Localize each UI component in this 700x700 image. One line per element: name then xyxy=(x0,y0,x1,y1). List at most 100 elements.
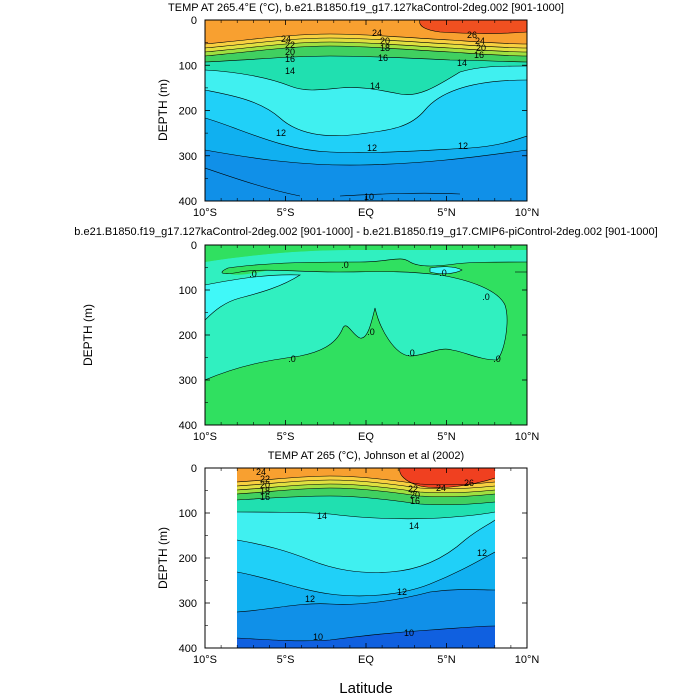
contour-label: 22 xyxy=(285,40,295,50)
contour-label: 22 xyxy=(260,474,270,484)
panel-2-contour-labels: .0 .0 .0 .0 .0 .0 .0 .0 xyxy=(249,260,501,364)
y-tick-label: 100 xyxy=(179,508,197,520)
x-tick-label: 5°S xyxy=(277,654,295,666)
band-22-24 xyxy=(205,34,527,48)
x-tick-label: 5°N xyxy=(437,654,456,666)
x-tick-label: 10°N xyxy=(515,431,540,443)
x-tick-label: 10°N xyxy=(515,654,540,666)
panel-1-y-ticks: 0 100 200 300 400 xyxy=(179,15,527,208)
contour-label: 24 xyxy=(256,467,266,477)
y-tick-label: 0 xyxy=(191,240,197,252)
panel-1-x-ticks: 10°S 5°S EQ 5°N 10°N xyxy=(193,20,539,219)
contour-label: 12 xyxy=(477,548,487,558)
band-20-22 xyxy=(205,38,527,52)
panel-1-contour-labels: 24 22 20 16 14 24 20 18 16 26 24 20 16 1… xyxy=(276,28,486,202)
x-tick-label: 5°S xyxy=(277,431,295,443)
panel-3-contour-labels: 24 22 20 18 16 22 20 16 24 26 14 14 12 1… xyxy=(256,467,487,642)
contour-label: .0 xyxy=(493,354,501,364)
y-tick-label: 400 xyxy=(179,420,197,432)
y-tick-label: 400 xyxy=(179,643,197,655)
contour-label: .0 xyxy=(341,260,349,270)
contour-label: .0 xyxy=(288,354,296,364)
y-tick-label: 400 xyxy=(179,196,197,208)
contour-label: 16 xyxy=(410,496,420,506)
y-tick-label: 0 xyxy=(191,463,197,475)
contour-label: 26 xyxy=(464,478,474,488)
contour-label: 12 xyxy=(397,587,407,597)
panel-1-title: TEMP AT 265.4°E (°C), b.e21.B1850.f19_g1… xyxy=(168,2,564,14)
band-26-plus xyxy=(399,468,495,488)
x-tick-label: 5°N xyxy=(437,431,456,443)
x-tick-label: 5°N xyxy=(437,207,456,219)
panel-3-observations: TEMP AT 265 (°C), Johnson et al (2002) xyxy=(156,450,539,666)
panel-2-title: b.e21.B1850.f19_g17.127kaControl-2deg.00… xyxy=(74,226,657,238)
contour-label: 14 xyxy=(285,66,295,76)
panel-1-contour-fill xyxy=(205,20,527,201)
band-negative-left xyxy=(205,274,300,320)
panel-3-title: TEMP AT 265 (°C), Johnson et al (2002) xyxy=(268,450,464,462)
y-tick-label: 200 xyxy=(179,330,197,342)
x-tick-label: 10°S xyxy=(193,431,217,443)
panel-2-x-ticks: 10°S 5°S EQ 5°N 10°N xyxy=(193,245,539,443)
panel-3-ylabel: DEPTH (m) xyxy=(156,527,170,589)
y-tick-label: 300 xyxy=(179,151,197,163)
band-13-14 xyxy=(205,66,527,136)
contour-label: 12 xyxy=(305,594,315,604)
y-tick-label: 200 xyxy=(179,106,197,118)
band-14-16 xyxy=(237,496,495,519)
panel-2-difference: b.e21.B1850.f19_g17.127kaControl-2deg.00… xyxy=(74,226,657,443)
panel-3-x-ticks: 10°S 5°S EQ 5°N 10°N xyxy=(193,468,539,666)
contour-label: 10 xyxy=(404,628,414,638)
contour-label: .0 xyxy=(407,348,415,358)
contour-label: 16 xyxy=(260,492,270,502)
x-tick-label: EQ xyxy=(358,654,374,666)
contour-label: 12 xyxy=(458,141,468,151)
band-14-16 xyxy=(205,56,527,95)
x-tick-label: 5°S xyxy=(277,207,295,219)
band-18-20 xyxy=(205,42,527,56)
contour-label: 14 xyxy=(317,511,327,521)
contour-label: 18 xyxy=(380,43,390,53)
y-tick-label: 100 xyxy=(179,60,197,72)
panel-3-y-ticks: 0 100 200 300 400 xyxy=(179,463,527,655)
panel-3-contour-fill xyxy=(237,468,495,648)
band-11-12 xyxy=(205,118,527,166)
contour-label: 18 xyxy=(260,486,270,496)
band-10-11-fill xyxy=(205,150,527,201)
band-11-12 xyxy=(237,552,495,612)
band-12-13 xyxy=(237,520,495,596)
x-axis-label: Latitude xyxy=(339,680,392,697)
y-tick-label: 300 xyxy=(179,598,197,610)
contour-label: 20 xyxy=(380,36,390,46)
contour-label: 24 xyxy=(281,34,291,44)
contour-label: 14 xyxy=(409,521,419,531)
contour-label: 20 xyxy=(410,490,420,500)
band-positive-top xyxy=(227,259,412,275)
panel-2-ylabel: DEPTH (m) xyxy=(81,304,95,366)
contour-label: 14 xyxy=(370,81,380,91)
contour-label: 20 xyxy=(260,480,270,490)
band-18-20 xyxy=(237,484,495,497)
contour-label: 14 xyxy=(457,58,467,68)
contour-label: .0 xyxy=(439,268,447,278)
y-tick-label: 200 xyxy=(179,553,197,565)
contour-label: 10 xyxy=(364,192,374,202)
contour-label: 22 xyxy=(408,484,418,494)
band-12-13 xyxy=(205,80,527,153)
contour-label: 10 xyxy=(313,632,323,642)
x-tick-label: EQ xyxy=(358,207,374,219)
contour-label: 24 xyxy=(475,36,485,46)
contour-label: 16 xyxy=(285,54,295,64)
y-tick-label: 100 xyxy=(179,285,197,297)
band-20-22 xyxy=(237,480,495,493)
contour-label: .0 xyxy=(367,327,375,337)
x-tick-label: 10°S xyxy=(193,207,217,219)
panel-1-model-temperature: TEMP AT 265.4°E (°C), b.e21.B1850.f19_g1… xyxy=(156,2,564,219)
contour-label: 12 xyxy=(276,128,286,138)
contour-label: .0 xyxy=(482,292,490,302)
x-tick-label: EQ xyxy=(358,431,374,443)
x-tick-label: 10°S xyxy=(193,654,217,666)
panel-2-contour-fill xyxy=(205,245,527,425)
y-tick-label: 0 xyxy=(191,15,197,27)
